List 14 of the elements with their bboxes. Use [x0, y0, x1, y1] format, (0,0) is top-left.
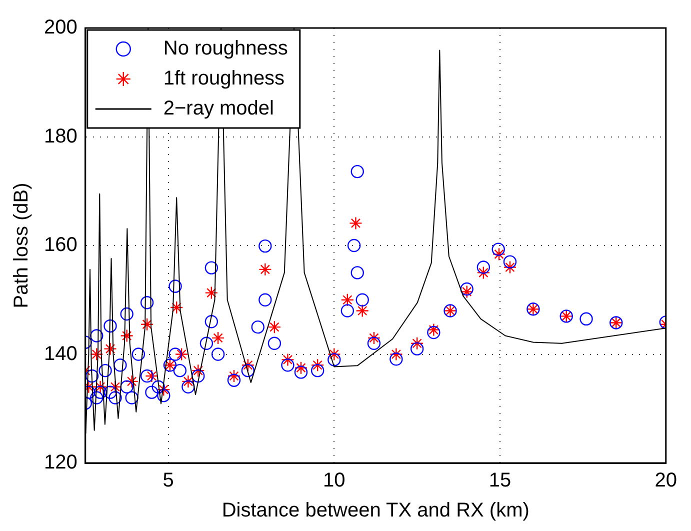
legend-label: 1ft roughness: [163, 68, 285, 90]
x-tick-label: 10: [323, 470, 346, 492]
legend-label: 2−ray model: [163, 98, 274, 120]
y-tick-label: 140: [44, 342, 78, 365]
y-tick-label: 160: [44, 234, 78, 256]
y-tick-label: 200: [44, 16, 78, 39]
x-axis-title: Distance between TX and RX (km): [222, 500, 530, 522]
legend-label: No roughness: [163, 38, 288, 60]
y-axis-title: Path loss (dB): [10, 182, 33, 308]
x-tick-label: 15: [488, 470, 512, 492]
y-tick-label: 180: [44, 125, 78, 148]
y-tick-label: 120: [44, 452, 78, 474]
x-tick-label: 20: [654, 470, 677, 492]
x-tick-label: 5: [162, 470, 174, 492]
